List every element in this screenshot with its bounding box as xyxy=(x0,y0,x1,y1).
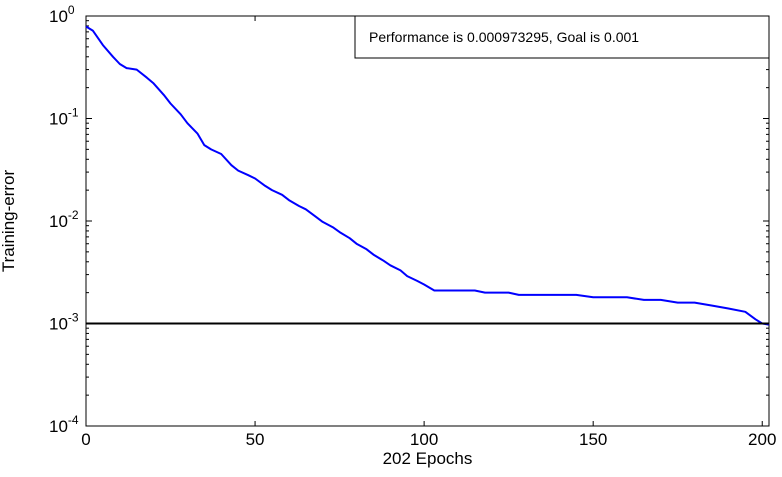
y-axis-label-group: Training-error xyxy=(0,169,18,272)
training-error-line xyxy=(85,25,770,326)
y-tick-label: 10-1 xyxy=(49,106,79,129)
y-tick-label: 10-3 xyxy=(49,311,79,334)
x-tick-label: 100 xyxy=(410,430,438,449)
y-tick-label: 100 xyxy=(49,3,75,26)
x-tick-label: 150 xyxy=(579,430,607,449)
plot-area xyxy=(85,15,770,427)
axis-ticks: 0 50 100 150 200 100 10-1 10-2 10-3 10-4 xyxy=(49,3,776,449)
x-tick-label: 50 xyxy=(246,430,265,449)
series-layer xyxy=(85,25,770,326)
y-tick-label: 10-4 xyxy=(49,413,79,436)
legend-text: Performance is 0.000973295, Goal is 0.00… xyxy=(369,29,639,45)
y-tick-label: 10-2 xyxy=(49,208,79,231)
legend-box xyxy=(354,15,770,59)
legend: Performance is 0.000973295, Goal is 0.00… xyxy=(354,15,770,59)
x-axis-label: 202 Epochs xyxy=(383,449,473,468)
x-tick-label: 200 xyxy=(748,430,776,449)
x-tick-label: 0 xyxy=(81,430,90,449)
y-axis-label: Training-error xyxy=(0,169,18,272)
